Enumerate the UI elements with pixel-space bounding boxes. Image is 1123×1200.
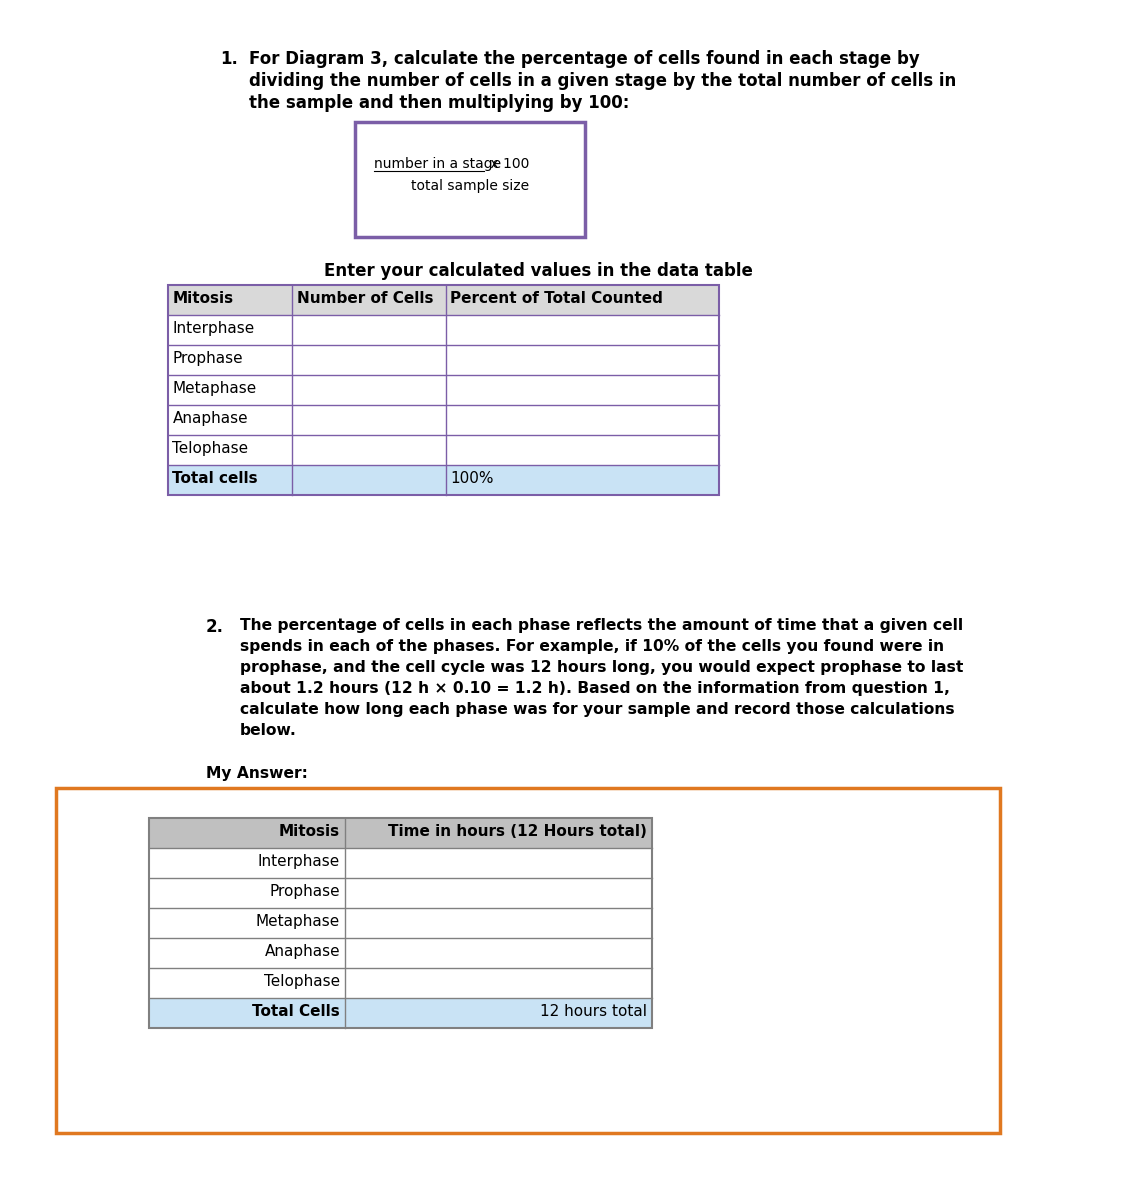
Text: prophase, and the cell cycle was 12 hours long, you would expect prophase to las: prophase, and the cell cycle was 12 hour… (239, 660, 962, 674)
Text: 12 hours total: 12 hours total (540, 1004, 647, 1019)
Text: Interphase: Interphase (173, 320, 255, 336)
Bar (167, 404, 719, 434)
Bar (148, 938, 651, 968)
Text: Prophase: Prophase (270, 884, 340, 899)
Text: Total Cells: Total Cells (253, 1004, 340, 1019)
Text: spends in each of the phases. For example, if 10% of the cells you found were in: spends in each of the phases. For exampl… (239, 638, 943, 654)
Text: total sample size: total sample size (411, 179, 529, 193)
Text: x 100: x 100 (486, 157, 529, 170)
Text: number in a stage: number in a stage (374, 157, 501, 170)
Text: Telophase: Telophase (264, 974, 340, 989)
Text: Anaphase: Anaphase (265, 944, 340, 959)
Bar (55, 788, 999, 1133)
Bar (167, 314, 719, 346)
Text: dividing the number of cells in a given stage by the total number of cells in: dividing the number of cells in a given … (249, 72, 957, 90)
Text: about 1.2 hours (12 h × 0.10 = 1.2 h). Based on the information from question 1,: about 1.2 hours (12 h × 0.10 = 1.2 h). B… (239, 680, 950, 696)
Text: Total cells: Total cells (173, 470, 258, 486)
Text: Mitosis: Mitosis (280, 824, 340, 839)
Text: calculate how long each phase was for your sample and record those calculations: calculate how long each phase was for yo… (239, 702, 955, 716)
Bar (148, 818, 651, 848)
Text: Number of Cells: Number of Cells (298, 290, 433, 306)
Text: My Answer:: My Answer: (206, 766, 308, 781)
Bar (148, 818, 651, 1028)
Bar (167, 434, 719, 464)
Bar (148, 848, 651, 878)
Bar (148, 998, 651, 1028)
Text: below.: below. (239, 722, 296, 738)
Text: Telophase: Telophase (173, 440, 248, 456)
Text: 2.: 2. (206, 618, 225, 636)
Text: Metaphase: Metaphase (256, 914, 340, 929)
Bar (148, 968, 651, 998)
Bar (148, 908, 651, 938)
Text: For Diagram 3, calculate the percentage of cells found in each stage by: For Diagram 3, calculate the percentage … (249, 50, 920, 68)
Bar (355, 122, 585, 236)
Bar (148, 878, 651, 908)
Text: Prophase: Prophase (173, 350, 243, 366)
Text: Enter your calculated values in the data table: Enter your calculated values in the data… (325, 262, 754, 280)
Text: Metaphase: Metaphase (173, 382, 257, 396)
Text: Interphase: Interphase (258, 854, 340, 869)
Text: 100%: 100% (450, 470, 494, 486)
Text: Anaphase: Anaphase (173, 410, 248, 426)
Bar (167, 284, 719, 494)
Bar (167, 346, 719, 374)
Text: Percent of Total Counted: Percent of Total Counted (450, 290, 664, 306)
Text: The percentage of cells in each phase reflects the amount of time that a given c: The percentage of cells in each phase re… (239, 618, 962, 634)
Text: Time in hours (12 Hours total): Time in hours (12 Hours total) (387, 824, 647, 839)
Bar (167, 284, 719, 314)
Text: 1.: 1. (220, 50, 238, 68)
Text: Mitosis: Mitosis (173, 290, 234, 306)
Text: the sample and then multiplying by 100:: the sample and then multiplying by 100: (249, 94, 630, 112)
Bar (167, 464, 719, 494)
Bar (167, 374, 719, 404)
